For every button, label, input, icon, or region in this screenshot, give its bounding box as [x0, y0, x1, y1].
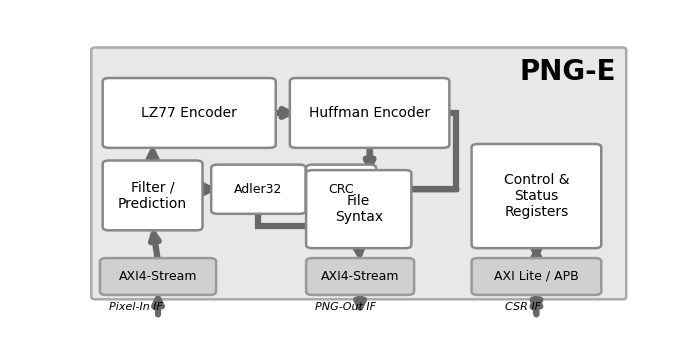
- Text: AXI Lite / APB: AXI Lite / APB: [494, 270, 579, 283]
- Text: Adler32: Adler32: [234, 183, 283, 196]
- Text: AXI4-Stream: AXI4-Stream: [119, 270, 197, 283]
- Text: CSR IF: CSR IF: [505, 302, 541, 312]
- Text: Filter /
Prediction: Filter / Prediction: [118, 180, 187, 211]
- FancyBboxPatch shape: [100, 258, 216, 295]
- Text: PNG-Out IF: PNG-Out IF: [315, 302, 377, 312]
- FancyBboxPatch shape: [472, 258, 601, 295]
- Text: Pixel-In IF: Pixel-In IF: [109, 302, 163, 312]
- FancyBboxPatch shape: [306, 170, 412, 248]
- Text: Huffman Encoder: Huffman Encoder: [309, 106, 430, 120]
- Text: AXI4-Stream: AXI4-Stream: [321, 270, 400, 283]
- FancyBboxPatch shape: [103, 78, 276, 148]
- FancyBboxPatch shape: [290, 78, 449, 148]
- Text: PNG-E: PNG-E: [519, 58, 616, 86]
- FancyBboxPatch shape: [472, 144, 601, 248]
- Text: LZ77 Encoder: LZ77 Encoder: [141, 106, 237, 120]
- FancyBboxPatch shape: [306, 258, 414, 295]
- FancyBboxPatch shape: [91, 47, 626, 299]
- FancyBboxPatch shape: [211, 165, 306, 214]
- Text: CRC: CRC: [328, 183, 354, 196]
- FancyBboxPatch shape: [103, 161, 202, 230]
- Text: File
Syntax: File Syntax: [335, 194, 383, 224]
- FancyBboxPatch shape: [306, 165, 376, 214]
- Text: Control &
Status
Registers: Control & Status Registers: [504, 173, 569, 219]
